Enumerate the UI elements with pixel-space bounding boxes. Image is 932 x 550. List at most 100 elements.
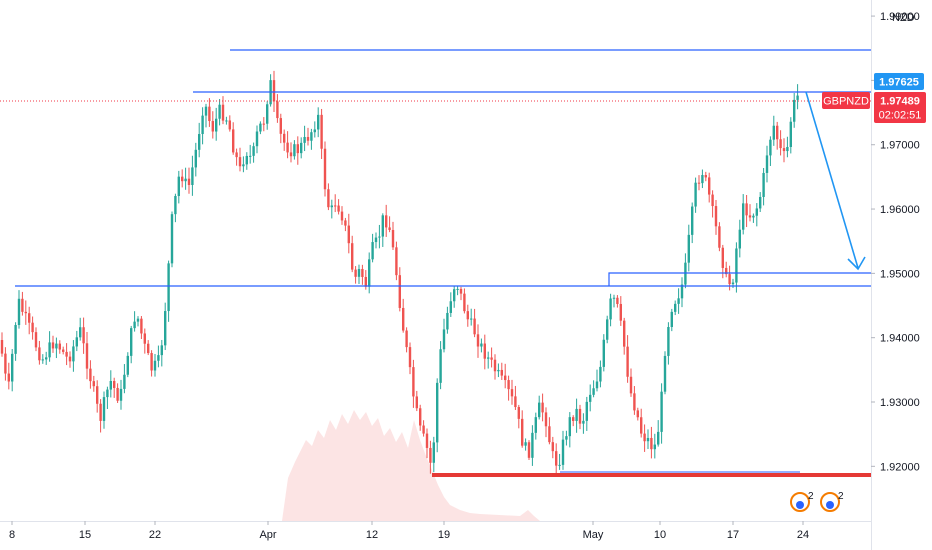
candle-body	[779, 139, 782, 149]
candle-body	[714, 206, 718, 227]
event-badge-1[interactable]: 2	[790, 491, 814, 512]
candle-body	[344, 220, 347, 226]
candle-body	[245, 155, 248, 165]
x-tick-label: 15	[79, 529, 91, 541]
volume-profile	[282, 410, 540, 521]
candle-body	[684, 262, 687, 285]
candle-body	[527, 442, 531, 458]
candle-body	[130, 328, 133, 356]
candle-body	[221, 104, 225, 121]
candle-body	[181, 176, 184, 182]
candle-body	[759, 196, 762, 209]
candle-body	[459, 288, 463, 294]
candle-body	[694, 182, 697, 207]
candle-body	[391, 229, 395, 248]
candle-body	[313, 129, 316, 133]
candle-body	[449, 301, 452, 313]
candle-body	[31, 322, 34, 333]
candle-body	[599, 366, 602, 382]
price-tag-countdown: 02:02:51	[879, 110, 922, 122]
candle-body	[272, 80, 276, 102]
level-tag-text: 1.97625	[879, 77, 919, 89]
candle-body	[623, 320, 626, 347]
candle-body	[793, 99, 796, 122]
candle-body	[89, 368, 92, 382]
y-tick-label: 1.92000	[880, 461, 920, 473]
candle-body	[170, 214, 174, 264]
candle-body	[201, 115, 204, 135]
candle-body	[334, 205, 337, 207]
candle-body	[565, 436, 568, 440]
candle-body	[252, 146, 255, 156]
candle-body	[140, 318, 143, 334]
candle-body	[439, 349, 442, 383]
candle-body	[782, 148, 786, 152]
candle-body	[453, 289, 456, 302]
candle-body	[378, 236, 381, 238]
candle-body	[619, 303, 622, 321]
candle-body	[153, 360, 157, 371]
candle-body	[711, 194, 714, 207]
candle-body	[425, 433, 429, 448]
bottom-support-line[interactable]	[432, 473, 872, 477]
candle-body	[538, 402, 541, 418]
volume-area	[282, 410, 540, 521]
candle-body	[701, 175, 704, 184]
candle-body	[473, 318, 476, 335]
event-badge-2[interactable]: 2	[820, 491, 844, 512]
candle-body	[633, 393, 636, 411]
candle-body	[670, 311, 673, 328]
time-axis[interactable]: 8 15 22 Apr 12 19 May 10 17 24	[0, 521, 871, 541]
candle-body	[259, 123, 262, 132]
candle-body	[191, 167, 194, 185]
candle-body	[636, 410, 639, 418]
candle-body	[255, 131, 259, 147]
candle-body	[167, 263, 170, 312]
candle-body	[731, 282, 735, 285]
candle-body	[405, 330, 408, 348]
x-tick-label: 22	[149, 529, 161, 541]
event-badge-2-count: 2	[838, 491, 844, 502]
candle-body	[735, 248, 738, 283]
candle-body	[398, 275, 401, 308]
candle-body	[143, 333, 146, 344]
candle-body	[249, 155, 252, 157]
candle-body	[595, 381, 599, 389]
candle-body	[429, 447, 432, 463]
y-tick-label: 1.93000	[880, 397, 920, 409]
candle-body	[470, 318, 473, 320]
symbol-tag-text: GBPNZD	[823, 96, 869, 108]
candle-body	[279, 118, 282, 134]
target-line[interactable]	[608, 272, 871, 286]
candle-body	[4, 353, 7, 374]
candle-body	[160, 345, 163, 356]
candle-body	[354, 269, 357, 277]
candle-body	[796, 95, 799, 100]
candle-body	[480, 343, 483, 347]
x-tick-label: 19	[438, 529, 450, 541]
candle-body	[99, 403, 102, 421]
candle-body	[544, 412, 548, 427]
candle-body	[123, 374, 126, 389]
candle-body	[609, 298, 612, 320]
candle-body	[551, 442, 554, 452]
candle-body	[490, 357, 493, 360]
candle-body	[306, 136, 310, 141]
candle-body	[524, 442, 527, 446]
candle-body	[317, 114, 320, 130]
forecast-arrow[interactable]	[805, 91, 866, 271]
x-tick-label: 17	[727, 529, 739, 541]
candle-body	[184, 178, 187, 182]
candle-body	[85, 343, 89, 369]
candle-body	[283, 133, 286, 143]
candle-body	[232, 129, 235, 153]
candle-body	[691, 206, 694, 235]
candle-body	[541, 402, 544, 413]
candle-body	[235, 152, 238, 158]
candle-body	[106, 389, 109, 398]
candle-body	[500, 369, 503, 376]
y-tick-label: 1.95000	[880, 268, 920, 280]
candle-body	[208, 106, 211, 122]
